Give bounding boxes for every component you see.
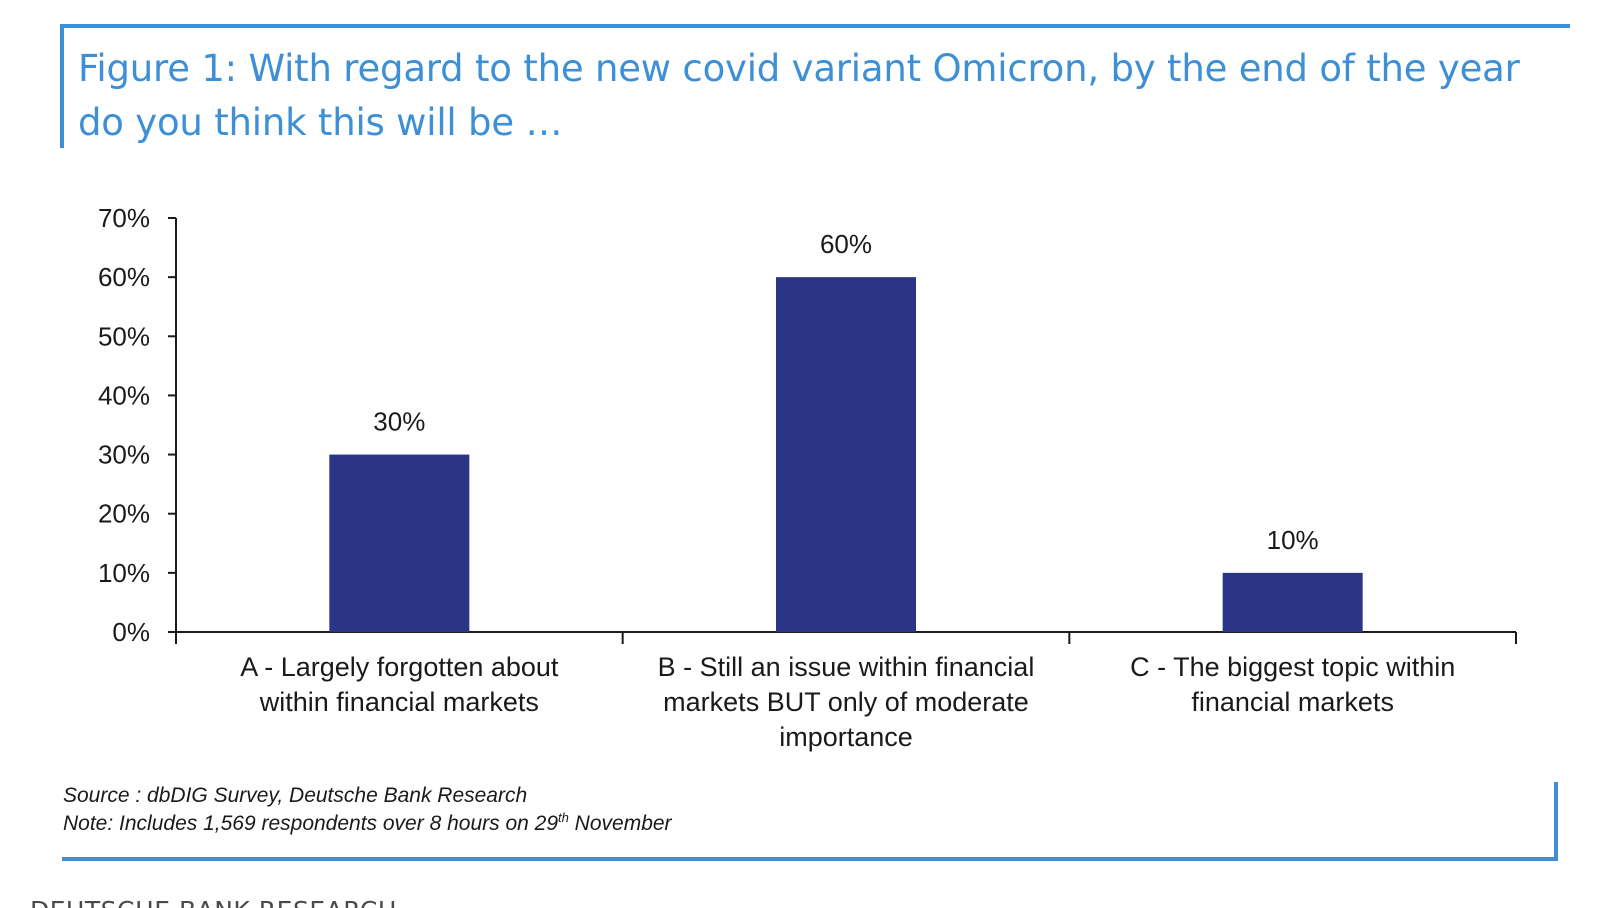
x-category-label-line: A - Largely forgotten about [240,652,559,682]
data-label: 30% [373,407,425,437]
x-category-label: A - Largely forgotten about within financ… [240,652,559,717]
y-tick-label: 30% [98,440,150,470]
frame-left-rule [60,24,64,148]
x-category-label: C - The biggest topic within financial ma… [1130,652,1455,717]
note-text: Note: Includes 1,569 respondents over 8 … [63,812,558,835]
bar-chart: 0% 10% 20% 30% 40% 50% 60% 70% 30% A - Largely fo… [98,203,1517,752]
source-line: Source : dbDIG Survey, Deutsche Bank Res… [63,784,528,807]
frame-top-rule [60,24,1570,28]
frame-right-rule [1554,782,1558,861]
y-tick-label: 70% [98,203,150,233]
y-tick-label: 60% [98,262,150,292]
y-tick-label: 0% [112,617,150,647]
chart-footnote: Source : dbDIG Survey, Deutsche Bank Res… [63,782,672,838]
note-month: November [568,812,672,835]
brand-label: DEUTSCHE BANK RESEARCH [30,896,397,908]
y-tick-label: 40% [98,380,150,410]
x-category-label: B - Still an issue within financial marke… [658,652,1035,752]
bar [776,277,916,632]
x-category-label-line: B - Still an issue within financial [658,652,1035,682]
y-tick-label: 10% [98,558,150,588]
data-label: 60% [820,229,872,259]
bar [1222,572,1363,632]
note-superscript: th [558,810,569,825]
data-label: 10% [1267,525,1319,555]
frame-bottom-rule [62,857,1558,861]
x-category-label-line: importance [779,722,913,752]
x-category-label-line: within financial markets [259,687,539,717]
y-tick-label: 50% [98,321,150,351]
note-line: Note: Includes 1,569 respondents over 8 … [63,810,672,838]
x-category-label-line: financial markets [1191,687,1394,717]
chart-title: Figure 1: With regard to the new covid v… [78,47,1520,144]
x-category-label-line: markets BUT only of moderate [663,687,1029,717]
x-category-label-line: C - The biggest topic within [1130,652,1455,682]
y-tick-label: 20% [98,499,150,529]
bar [329,454,470,632]
